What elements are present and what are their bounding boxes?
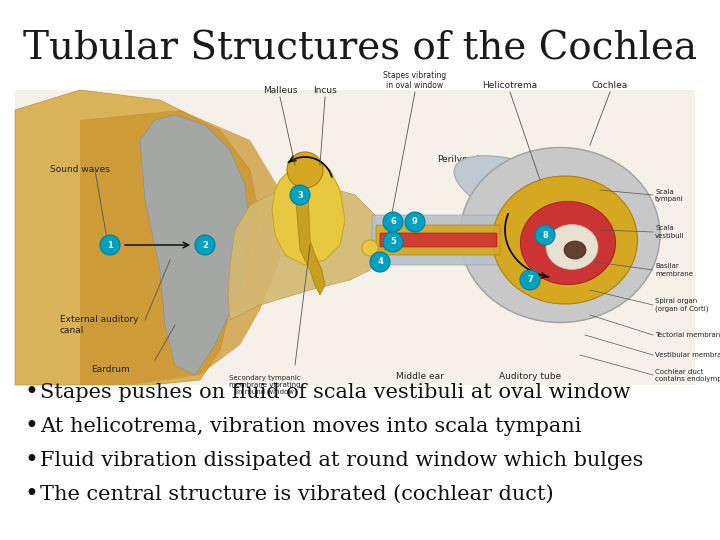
Circle shape	[383, 232, 403, 252]
Text: Eardrum: Eardrum	[91, 365, 130, 374]
Text: Auditory tube: Auditory tube	[499, 372, 561, 381]
PathPatch shape	[140, 115, 250, 375]
Text: 8: 8	[542, 231, 548, 240]
Text: The central structure is vibrated (cochlear duct): The central structure is vibrated (cochl…	[40, 484, 554, 503]
Text: Spiral organ
(organ of Corti): Spiral organ (organ of Corti)	[655, 298, 708, 312]
Text: 6: 6	[390, 218, 396, 226]
Circle shape	[290, 185, 310, 205]
PathPatch shape	[80, 110, 280, 385]
Text: Vestibular membrane: Vestibular membrane	[655, 352, 720, 358]
Circle shape	[383, 212, 403, 232]
Circle shape	[370, 252, 390, 272]
Circle shape	[405, 212, 425, 232]
FancyBboxPatch shape	[380, 233, 497, 247]
Ellipse shape	[492, 176, 637, 304]
Text: Sound waves: Sound waves	[50, 165, 110, 174]
Text: 9: 9	[412, 218, 418, 226]
Text: Cochlea: Cochlea	[592, 81, 628, 90]
Text: 5: 5	[390, 238, 396, 246]
Text: 4: 4	[377, 258, 383, 267]
Text: Stapes vibrating
in oval window: Stapes vibrating in oval window	[383, 71, 446, 90]
Text: Tubular Structures of the Cochlea: Tubular Structures of the Cochlea	[23, 30, 697, 67]
Text: 3: 3	[297, 191, 303, 199]
Circle shape	[535, 225, 555, 245]
Text: Basilar
membrane: Basilar membrane	[655, 264, 693, 276]
Circle shape	[287, 152, 323, 188]
FancyBboxPatch shape	[376, 225, 500, 255]
Text: Perilymph: Perilymph	[437, 156, 482, 165]
PathPatch shape	[295, 190, 325, 295]
Ellipse shape	[546, 225, 598, 269]
Text: Fluid vibration dissipated at round window which bulges: Fluid vibration dissipated at round wind…	[40, 450, 644, 469]
Circle shape	[195, 235, 215, 255]
PathPatch shape	[272, 160, 345, 265]
Ellipse shape	[521, 201, 616, 285]
Text: Malleus: Malleus	[263, 86, 297, 95]
Circle shape	[100, 235, 120, 255]
Text: •: •	[25, 380, 39, 404]
Text: At helicotrema, vibration moves into scala tympani: At helicotrema, vibration moves into sca…	[40, 416, 582, 435]
Text: External auditory
canal: External auditory canal	[60, 315, 138, 335]
Text: Secondary tympanic
membrane vibrating
in round window: Secondary tympanic membrane vibrating in…	[229, 375, 301, 395]
Circle shape	[362, 240, 378, 256]
Text: •: •	[25, 482, 39, 506]
PathPatch shape	[228, 185, 380, 320]
Ellipse shape	[564, 241, 586, 259]
Text: Tectorial membrane: Tectorial membrane	[655, 332, 720, 338]
Ellipse shape	[454, 156, 606, 234]
Text: Helicotrema: Helicotrema	[482, 81, 538, 90]
Text: 1: 1	[107, 240, 113, 249]
Text: 2: 2	[202, 240, 208, 249]
FancyBboxPatch shape	[372, 215, 503, 265]
PathPatch shape	[15, 90, 260, 385]
Text: •: •	[25, 414, 39, 438]
Text: Stapes pushes on fluid of scala vestibuli at oval window: Stapes pushes on fluid of scala vestibul…	[40, 382, 631, 402]
Text: Middle ear: Middle ear	[396, 372, 444, 381]
Text: Scala
tympani: Scala tympani	[655, 188, 684, 201]
Ellipse shape	[460, 147, 660, 322]
Text: Incus: Incus	[313, 86, 337, 95]
Circle shape	[520, 270, 540, 290]
Text: Cochlear duct
contains endolymph: Cochlear duct contains endolymph	[655, 368, 720, 381]
FancyBboxPatch shape	[15, 90, 695, 385]
Text: 7: 7	[527, 275, 533, 285]
Text: •: •	[25, 448, 39, 472]
Text: Scala
vestibuli: Scala vestibuli	[655, 226, 685, 239]
